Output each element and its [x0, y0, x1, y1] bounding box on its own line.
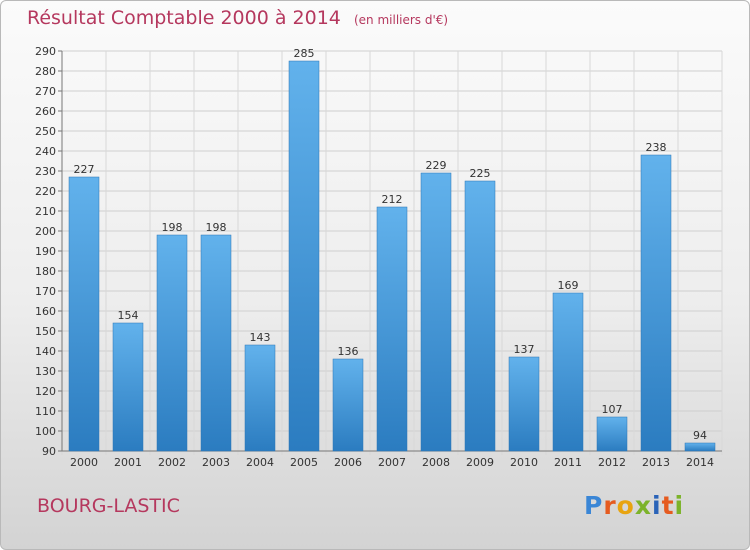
data-label: 198 — [162, 221, 183, 234]
data-label: 238 — [646, 141, 667, 154]
y-tick-label: 110 — [35, 405, 56, 418]
logo-letter: P — [584, 491, 604, 520]
labels: 227 2000 154 2001 198 2002 198 2003 143 2004 285 20… — [70, 47, 714, 469]
y-tick-label: 260 — [35, 105, 56, 118]
y-tick-label: 250 — [35, 125, 56, 138]
bar-2007 — [376, 206, 408, 452]
y-tick-label: 190 — [35, 245, 56, 258]
x-tick-label: 2009 — [466, 456, 494, 469]
y-tick-label: 160 — [35, 305, 56, 318]
x-tick-label: 2003 — [202, 456, 230, 469]
x-tick-label: 2013 — [642, 456, 670, 469]
bar-2009 — [464, 180, 496, 452]
bar-2006 — [332, 358, 364, 452]
data-label: 154 — [118, 309, 139, 322]
bar-2005 — [288, 60, 320, 452]
data-label: 136 — [338, 345, 359, 358]
y-tick-label: 140 — [35, 345, 56, 358]
data-label: 229 — [426, 159, 447, 172]
y-tick-label: 280 — [35, 65, 56, 78]
x-tick-label: 2001 — [114, 456, 142, 469]
data-label: 198 — [206, 221, 227, 234]
y-tick-label: 150 — [35, 325, 56, 338]
logo-letter: o — [616, 491, 635, 520]
x-tick-label: 2007 — [378, 456, 406, 469]
bar-2008 — [420, 172, 452, 452]
bar-2002 — [156, 234, 188, 452]
bar-2014 — [684, 442, 716, 452]
y-tick-label: 170 — [35, 285, 56, 298]
y-tick-label: 130 — [35, 365, 56, 378]
y-tick-label: 270 — [35, 85, 56, 98]
bars — [68, 60, 716, 452]
data-label: 107 — [602, 403, 623, 416]
x-tick-label: 2012 — [598, 456, 626, 469]
y-tick-label: 120 — [35, 385, 56, 398]
bar-2013 — [640, 154, 672, 452]
bar-2011 — [552, 292, 584, 452]
logo-letter: r — [603, 491, 617, 520]
y-tick-label: 290 — [35, 45, 56, 58]
logo-letter: i — [652, 491, 662, 520]
x-tick-label: 2006 — [334, 456, 362, 469]
bar-2000 — [68, 176, 100, 452]
x-tick-label: 2005 — [290, 456, 318, 469]
logo-letter: t — [661, 491, 675, 520]
title-row: Résultat Comptable 2000 à 2014 (en milli… — [27, 7, 448, 29]
y-tick-label: 180 — [35, 265, 56, 278]
chart-unit: (en milliers d'€) — [353, 13, 449, 27]
x-tick-label: 2000 — [70, 456, 98, 469]
y-tick-label: 230 — [35, 165, 56, 178]
data-label: 169 — [558, 279, 579, 292]
data-label: 137 — [514, 343, 535, 356]
x-tick-label: 2008 — [422, 456, 450, 469]
proxiti-logo: Proxiti — [584, 491, 684, 520]
y-tick-label: 200 — [35, 225, 56, 238]
chart-title: Résultat Comptable 2000 à 2014 — [27, 7, 341, 29]
bar-2012 — [596, 416, 628, 452]
x-tick-label: 2014 — [686, 456, 714, 469]
y-tick-label: 220 — [35, 185, 56, 198]
data-label: 225 — [470, 167, 491, 180]
commune-name: BOURG-LASTIC — [37, 495, 180, 517]
x-tick-label: 2002 — [158, 456, 186, 469]
data-label: 212 — [382, 193, 403, 206]
x-tick-label: 2011 — [554, 456, 582, 469]
y-tick-label: 90 — [42, 445, 56, 458]
bar-2003 — [200, 234, 232, 452]
logo-letter: i — [674, 491, 685, 520]
x-tick-label: 2010 — [510, 456, 538, 469]
bar-2010 — [508, 356, 540, 452]
y-tick-label: 240 — [35, 145, 56, 158]
bar-2001 — [112, 322, 144, 452]
data-label: 143 — [250, 331, 271, 344]
logo-letter: x — [634, 491, 652, 520]
y-tick-label: 100 — [35, 425, 56, 438]
x-tick-label: 2004 — [246, 456, 274, 469]
data-label: 285 — [294, 47, 315, 60]
bar-2004 — [244, 344, 276, 452]
y-tick-label: 210 — [35, 205, 56, 218]
data-label: 94 — [693, 429, 707, 442]
data-label: 227 — [74, 163, 95, 176]
